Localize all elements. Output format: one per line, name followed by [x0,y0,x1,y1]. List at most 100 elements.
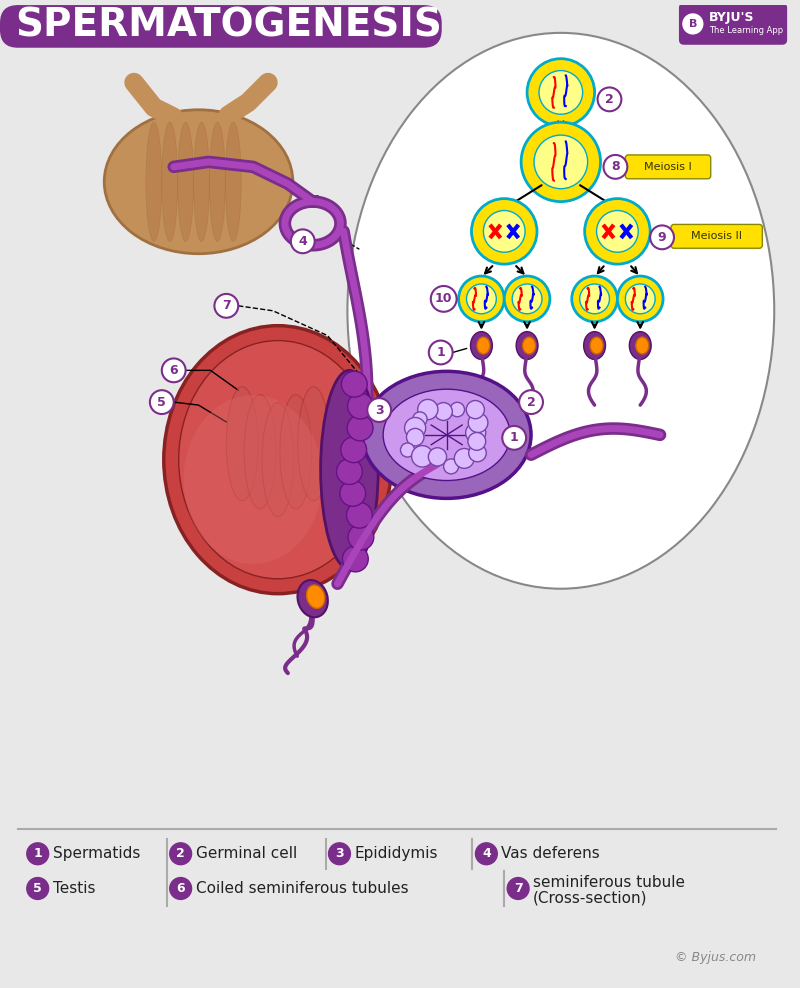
Ellipse shape [636,337,649,354]
FancyBboxPatch shape [0,5,442,47]
Circle shape [342,371,367,397]
Circle shape [650,225,674,249]
Circle shape [504,276,550,322]
Text: 5: 5 [34,882,42,895]
Ellipse shape [298,386,330,501]
Ellipse shape [210,123,226,241]
Ellipse shape [362,371,531,498]
FancyBboxPatch shape [671,224,762,248]
Ellipse shape [178,123,194,241]
Circle shape [521,123,601,202]
Text: Epididymis: Epididymis [354,847,438,862]
Circle shape [443,459,458,474]
Ellipse shape [306,585,325,609]
Ellipse shape [302,585,324,613]
Text: 4: 4 [482,848,490,861]
Circle shape [411,446,433,467]
Circle shape [405,418,426,439]
Circle shape [468,433,486,451]
Circle shape [401,443,414,457]
Text: 7: 7 [222,299,230,312]
Circle shape [539,70,582,115]
Circle shape [507,877,529,899]
Ellipse shape [477,337,490,354]
Text: BYJU'S: BYJU'S [709,12,754,25]
Text: Germinal cell: Germinal cell [195,847,297,862]
Text: seminiferous tubule: seminiferous tubule [533,875,685,890]
Circle shape [469,445,486,461]
Text: Vas deferens: Vas deferens [502,847,600,862]
Ellipse shape [104,110,293,254]
Circle shape [214,293,238,318]
Circle shape [618,276,663,322]
Circle shape [683,14,702,34]
Ellipse shape [184,395,322,564]
Ellipse shape [146,123,162,241]
Circle shape [429,341,453,365]
Ellipse shape [630,332,651,360]
Ellipse shape [470,332,492,360]
Circle shape [291,229,314,253]
Ellipse shape [164,326,392,594]
Circle shape [367,398,391,422]
Text: 2: 2 [526,395,535,409]
Circle shape [340,480,366,506]
Circle shape [572,276,618,322]
Ellipse shape [321,370,378,569]
Circle shape [418,399,438,420]
Circle shape [150,390,174,414]
Text: Meiosis I: Meiosis I [644,162,692,172]
Text: B: B [689,19,697,29]
Circle shape [527,58,594,126]
Text: 3: 3 [375,403,383,417]
Circle shape [598,88,622,112]
Text: Spermatids: Spermatids [53,847,140,862]
Circle shape [580,284,610,314]
Ellipse shape [226,123,242,241]
Circle shape [428,448,446,466]
Text: © Byjus.com: © Byjus.com [675,951,756,964]
Text: 1: 1 [510,432,518,445]
Ellipse shape [383,389,510,480]
Text: 10: 10 [435,292,453,305]
Ellipse shape [298,580,328,618]
Ellipse shape [178,341,377,579]
Text: 6: 6 [170,364,178,376]
Ellipse shape [162,123,178,241]
Circle shape [483,210,525,252]
Ellipse shape [590,337,603,354]
Ellipse shape [280,394,312,509]
Circle shape [27,877,49,899]
Circle shape [458,276,504,322]
FancyBboxPatch shape [626,155,710,179]
Circle shape [170,843,191,864]
Circle shape [468,413,488,433]
FancyBboxPatch shape [679,3,787,44]
Text: 1: 1 [34,848,42,861]
Circle shape [534,135,588,189]
Circle shape [585,199,650,264]
Ellipse shape [347,33,774,589]
Circle shape [170,877,191,899]
Text: 9: 9 [658,231,666,244]
Circle shape [626,284,655,314]
Circle shape [502,426,526,450]
Circle shape [430,286,457,312]
Circle shape [337,458,362,484]
Text: 8: 8 [611,160,620,173]
Circle shape [406,429,424,446]
Ellipse shape [244,394,276,509]
Circle shape [450,402,465,417]
Text: Meiosis II: Meiosis II [691,231,742,241]
Circle shape [434,402,452,421]
Circle shape [341,437,366,462]
Circle shape [475,843,498,864]
Circle shape [329,843,350,864]
Text: 5: 5 [158,395,166,409]
Text: Coiled seminiferous tubules: Coiled seminiferous tubules [195,881,408,896]
Text: SPERMATOGENESIS: SPERMATOGENESIS [15,7,442,44]
Ellipse shape [194,123,210,241]
Ellipse shape [522,337,535,354]
Text: Testis: Testis [53,881,95,896]
Text: 2: 2 [605,93,614,106]
